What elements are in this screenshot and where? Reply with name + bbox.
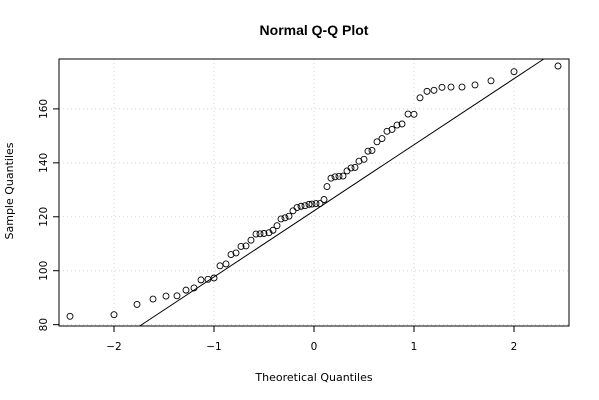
data-point — [173, 292, 181, 300]
data-point — [368, 146, 376, 154]
data-point — [404, 110, 412, 118]
data-point — [293, 204, 301, 212]
data-point — [256, 230, 264, 238]
data-point — [269, 226, 277, 234]
data-point — [301, 202, 309, 210]
data-point — [237, 242, 245, 250]
data-point — [487, 77, 495, 85]
data-points — [66, 62, 562, 320]
data-point — [327, 174, 335, 182]
data-point — [423, 87, 431, 95]
data-point — [351, 163, 359, 171]
data-point — [242, 242, 250, 250]
data-point — [232, 249, 240, 257]
data-point — [260, 230, 268, 237]
data-point — [149, 295, 157, 303]
data-point — [308, 200, 316, 208]
y-tick-label: 100 — [38, 261, 50, 281]
data-point — [285, 212, 293, 220]
data-point — [398, 120, 406, 128]
y-tick-label: 120 — [38, 207, 50, 227]
data-point — [510, 68, 518, 76]
chart-title: Normal Q-Q Plot — [260, 22, 369, 38]
y-tick-label: 160 — [38, 99, 50, 119]
x-axis-label: Theoretical Quantiles — [254, 371, 372, 384]
data-point — [343, 167, 351, 175]
x-tick-label: −1 — [206, 341, 221, 353]
data-point — [273, 222, 281, 230]
y-axis: 80 100 120 140 160 — [38, 99, 59, 331]
data-point — [554, 62, 562, 70]
data-point — [277, 215, 285, 223]
data-point — [378, 135, 386, 143]
data-point — [471, 81, 479, 89]
data-point — [247, 236, 255, 244]
data-point — [331, 173, 339, 181]
data-point — [339, 172, 347, 180]
data-point — [416, 94, 424, 102]
data-point — [323, 183, 331, 191]
data-point — [347, 164, 355, 172]
y-tick-label: 140 — [38, 153, 50, 173]
data-point — [447, 83, 455, 91]
data-point — [252, 230, 260, 238]
data-point — [182, 286, 190, 294]
x-tick-label: 2 — [511, 341, 518, 353]
x-tick-label: 1 — [411, 341, 418, 353]
data-point — [305, 200, 313, 208]
data-point — [281, 214, 289, 222]
data-point — [320, 196, 328, 203]
grid — [59, 59, 569, 326]
data-point — [393, 121, 401, 129]
x-tick-label: −2 — [106, 341, 121, 353]
y-tick-label: 80 — [38, 318, 50, 331]
data-point — [66, 312, 74, 320]
x-axis: −2 −1 0 1 2 — [106, 326, 517, 353]
data-point — [222, 260, 230, 268]
data-point — [297, 202, 305, 210]
data-point — [210, 274, 218, 282]
data-point — [312, 200, 320, 208]
data-point — [438, 83, 446, 91]
data-point — [410, 110, 418, 118]
data-point — [364, 147, 372, 155]
data-point — [162, 292, 170, 300]
data-point — [430, 86, 438, 94]
data-point — [197, 276, 205, 284]
data-point — [335, 172, 343, 180]
x-tick-label: 0 — [311, 341, 318, 353]
y-axis-label: Sample Quantiles — [3, 142, 16, 239]
reference-line — [139, 58, 545, 327]
data-point — [133, 300, 141, 308]
data-point — [458, 83, 466, 91]
data-point — [360, 155, 368, 163]
data-point — [216, 262, 224, 270]
data-point — [388, 125, 396, 133]
data-point — [373, 138, 381, 146]
data-point — [227, 251, 235, 258]
data-point — [110, 311, 118, 319]
data-point — [289, 207, 297, 215]
